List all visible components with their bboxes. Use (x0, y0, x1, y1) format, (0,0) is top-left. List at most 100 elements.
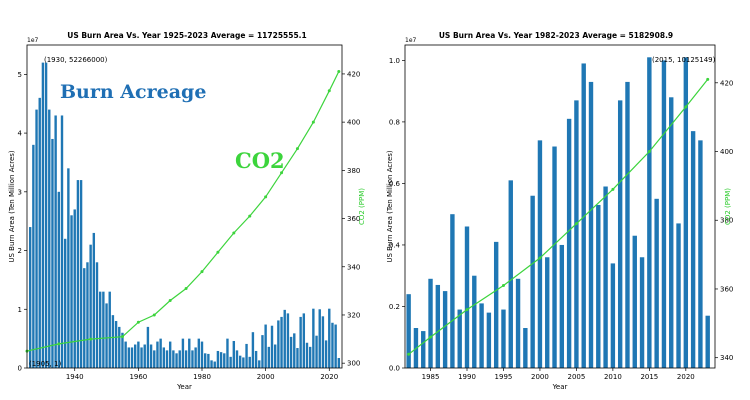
co2-point (337, 70, 341, 74)
y2-tick-label: 400 (720, 148, 733, 156)
x-tick-label: 2020 (677, 373, 695, 381)
bar (334, 324, 337, 368)
bar (242, 357, 245, 368)
bar (251, 332, 255, 368)
bar (181, 338, 185, 368)
bar (143, 344, 146, 368)
bar (261, 335, 264, 368)
y2-tick-label: 300 (347, 360, 360, 368)
y2-tick-label: 340 (720, 354, 733, 362)
co2-point (248, 214, 252, 218)
bar (70, 215, 73, 368)
plot-frame (26, 44, 343, 369)
y-tick-label: 0.2 (389, 303, 400, 311)
bar (293, 333, 296, 368)
bar (133, 344, 137, 368)
y-axis-label: US Burn Area (Ten Million Acres) (386, 150, 394, 263)
bar (73, 209, 76, 368)
y2-tick-label: 420 (347, 70, 360, 78)
x-tick-label: 2005 (567, 373, 585, 381)
co2-point (327, 89, 331, 93)
bar (617, 100, 623, 368)
bar (121, 332, 124, 368)
bar (105, 303, 108, 368)
bar (486, 312, 492, 368)
bar (501, 309, 506, 368)
plot-frame (404, 44, 716, 369)
bar (203, 353, 207, 368)
bar (479, 303, 484, 368)
co2-point (280, 171, 284, 175)
co2-point (647, 150, 651, 154)
bar (165, 350, 169, 368)
x-tick-label: 2010 (604, 373, 622, 381)
bar (464, 226, 470, 368)
co2-point (465, 308, 469, 312)
bar (32, 144, 35, 368)
bar (337, 358, 341, 368)
bar (44, 62, 48, 368)
bar (146, 326, 150, 368)
chart-panel-2: US Burn Area Vs. Year 1982-2023 Average … (386, 31, 733, 391)
bar (245, 343, 248, 368)
y-tick-label: 5 (18, 71, 22, 79)
overlay-label-co2: CO2 (235, 148, 285, 173)
y-tick-label: 0.8 (389, 118, 400, 126)
y2-tick-label: 400 (347, 119, 360, 127)
bar (200, 341, 204, 368)
bar (289, 336, 293, 368)
co2-point (538, 256, 542, 260)
chart-title: US Burn Area Vs. Year 1925-2023 Average … (67, 31, 307, 40)
x-tick-label: 2000 (257, 373, 275, 381)
bar (223, 353, 226, 368)
bar (676, 223, 681, 368)
co2-point (89, 337, 93, 341)
bar (232, 340, 236, 368)
bar (581, 63, 586, 368)
bar (654, 198, 659, 368)
bar (312, 308, 315, 368)
co2-point (200, 270, 204, 274)
bar (184, 350, 188, 368)
bar (273, 344, 277, 368)
bar (41, 62, 45, 368)
bar (207, 353, 210, 368)
bar (552, 146, 557, 368)
bar (515, 278, 521, 368)
bar (149, 344, 153, 368)
co2-point (501, 284, 505, 288)
bar (270, 325, 274, 368)
x-axis-label: Year (552, 383, 568, 391)
overlay-label-burn: Burn Acreage (60, 81, 206, 103)
bar (545, 257, 550, 368)
bar (194, 347, 197, 368)
y2-tick-label: 320 (347, 311, 360, 319)
x-tick-label: 2000 (531, 373, 549, 381)
bar (639, 257, 645, 368)
point-annotation: (1905, 1) (29, 360, 61, 368)
bar (162, 347, 166, 368)
bar (54, 115, 57, 369)
y2-tick-label: 380 (347, 167, 360, 175)
bar (197, 338, 201, 368)
bar (175, 353, 178, 368)
y2-tick-label: 420 (720, 79, 733, 87)
co2-point (216, 250, 220, 254)
bar (248, 356, 251, 368)
co2-point (264, 195, 268, 199)
bar (63, 238, 67, 368)
co2-point (57, 342, 61, 346)
bar (108, 291, 111, 368)
y2-axis-label: CO2 (PPM) (358, 188, 366, 225)
y-scale-label: 1e7 (27, 37, 39, 44)
bar (92, 232, 96, 368)
y-tick-label: 0 (18, 365, 22, 373)
co2-point (574, 222, 578, 226)
bar (210, 360, 213, 368)
bar (324, 340, 328, 368)
y-tick-label: 4 (18, 130, 23, 138)
bar (566, 118, 572, 368)
bar (188, 338, 191, 368)
bar (698, 140, 703, 368)
bar (168, 341, 172, 368)
